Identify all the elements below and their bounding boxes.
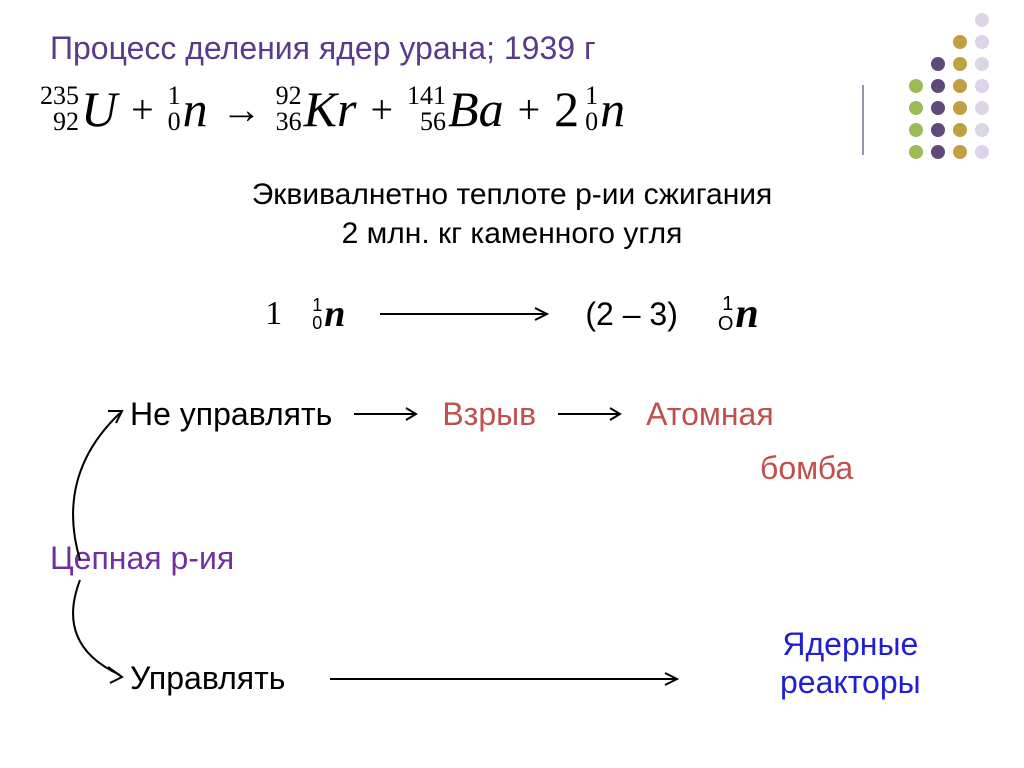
one-label: 1 [265,295,282,333]
neutron-left: 10 n [312,292,345,336]
isotope-u: 23592 U [40,80,117,138]
neutron-multiplication: 1 10 n (2 – 3) 1O n [0,290,1024,338]
plus-op: + [370,86,393,133]
bomb-line2: бомба [760,450,853,487]
range-label: (2 – 3) [585,296,677,333]
curve-arrow-up [50,395,140,570]
arrow-icon [375,304,555,324]
arrow-icon [325,669,685,689]
vertical-divider [862,85,864,155]
arrow-icon [352,404,422,424]
plus-op: + [518,86,541,133]
no-control-label: Не управлять [130,396,332,433]
explosion-label: Взрыв [442,396,536,433]
slide-title: Процесс деления ядер урана; 1939 г [50,30,596,67]
neutron-right: 1O n [718,290,759,338]
arrow-icon [556,404,626,424]
uncontrolled-branch: Не управлять Взрыв Атомная [130,395,774,433]
isotope-kr: 9236 Kr [276,80,357,138]
isotope-ba: 14156 Ba [407,80,504,138]
control-label: Управлять [130,660,285,697]
energy-equivalent-text: Эквивалнетно теплоте р-ии сжигания 2 млн… [0,175,1024,253]
isotope-n2: 10 n [585,80,625,138]
arrow-op: → [222,86,262,133]
fission-equation: 23592 U + 10 n → 9236 Kr + 14156 Ba + 2 … [40,80,625,138]
bomb-label: Атомная [646,395,774,433]
decorative-dots [904,8,1004,178]
curve-arrow-down [50,575,140,695]
controlled-branch: Управлять [130,660,685,697]
reactors-label: Ядерные реакторы [780,625,921,702]
coefficient: 2 [554,80,579,138]
plus-op: + [131,86,154,133]
isotope-n1: 10 n [168,80,208,138]
